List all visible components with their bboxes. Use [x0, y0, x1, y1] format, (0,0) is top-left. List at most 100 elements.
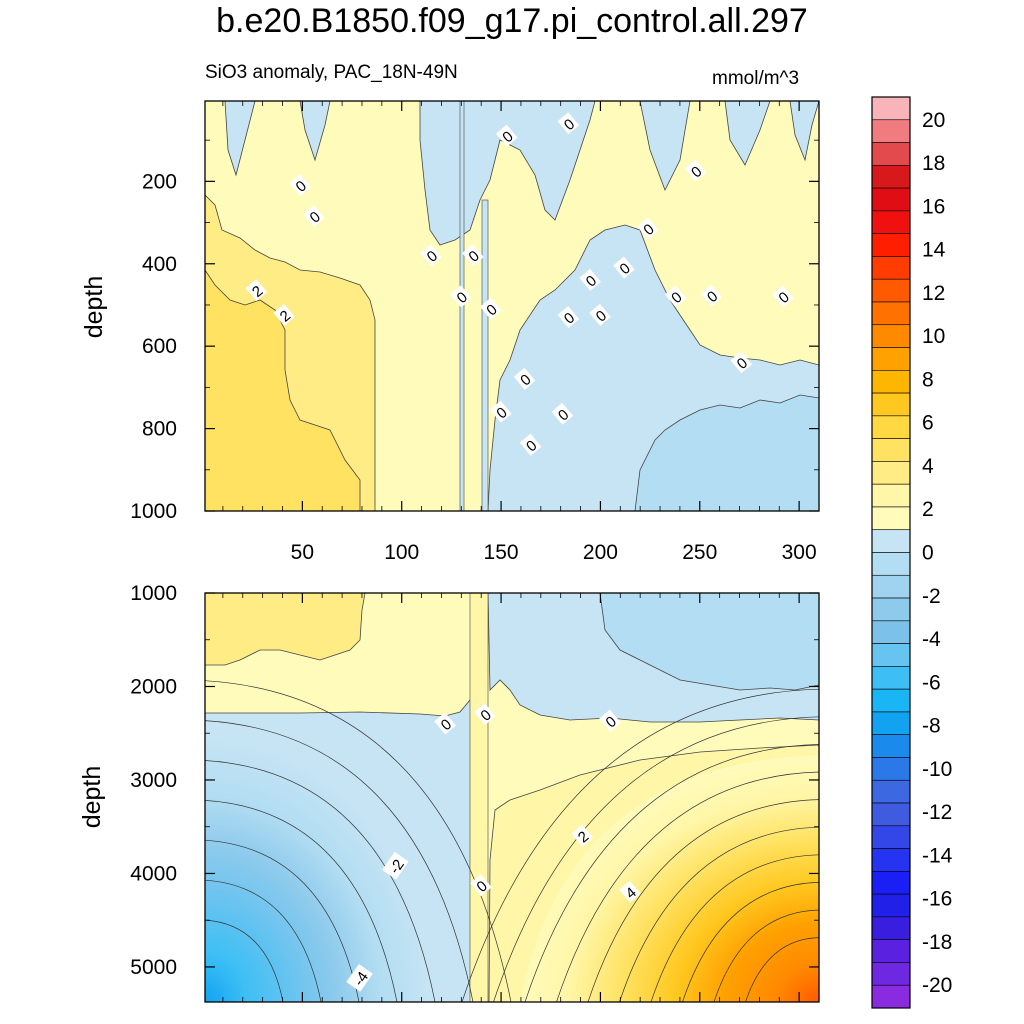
contour-label-bg: [495, 124, 518, 147]
y-tick-label: 3000: [130, 769, 177, 792]
contour-label-bg: [551, 402, 574, 425]
x-tick-label: 300: [782, 541, 817, 564]
contour-label-bg: [519, 433, 542, 456]
colorbar-box: [871, 643, 911, 667]
colorbar-box: [871, 256, 911, 280]
contour-label-bg: [420, 244, 443, 267]
x-tick-label: 50: [291, 541, 314, 564]
y-tick-label: 800: [142, 418, 177, 441]
contour-label-bg: [571, 824, 594, 847]
contour-line: [745, 937, 819, 1002]
colorbar-box: [871, 119, 911, 143]
contour-label: 0: [489, 400, 512, 423]
colorbar-box: [871, 597, 911, 622]
contour-label: 0: [730, 351, 753, 374]
contour-line: [205, 760, 436, 1002]
upper-neg-one-region: [634, 394, 819, 511]
colorbar-label: -18: [922, 931, 952, 954]
contour-label-bg: [730, 351, 753, 374]
colorbar-label: -10: [922, 758, 952, 781]
upper-plus-two-region: [205, 269, 361, 511]
colorbar-label: 18: [922, 152, 945, 175]
lower-panel-frame: [204, 592, 820, 1003]
contour-label: 0: [579, 268, 601, 291]
colorbar-box: [871, 278, 911, 303]
colorbar-box: [871, 187, 911, 212]
contour-line: [587, 799, 819, 1002]
y-tick-label: 200: [142, 170, 177, 193]
colorbar-label: 14: [922, 239, 946, 262]
colorbar-label: -6: [922, 671, 941, 694]
contour-label: 0: [513, 367, 536, 390]
contour-label-bg: [513, 367, 536, 390]
contour-label: 0: [450, 285, 472, 308]
contour-line: [205, 919, 284, 1002]
colorbar-box: [871, 574, 911, 599]
contour-label: 0: [557, 305, 580, 328]
colorbar-box: [871, 711, 911, 735]
contour-label: 0: [420, 244, 443, 267]
contour-label-bg: [636, 217, 659, 240]
lower-panel-plot: [205, 593, 819, 1002]
colorbar-label: -4: [922, 628, 941, 651]
contour-label: 0: [470, 874, 492, 897]
contour-label: 0: [684, 159, 707, 182]
contour-label: 0: [519, 433, 542, 456]
colorbar-label: 2: [922, 498, 934, 521]
colorbar-label: -12: [922, 801, 952, 824]
contour-label-bg: [470, 874, 492, 897]
colorbar-label: -8: [922, 715, 941, 738]
colorbar-box: [871, 210, 911, 234]
contour-label-bg: [245, 279, 268, 302]
chart-subtitle: SiO3 anomaly, PAC_18N-49N: [205, 62, 458, 83]
contour-line: [461, 688, 819, 1002]
contour-label-bg: [700, 284, 723, 307]
colorbar-box: [871, 848, 911, 872]
lower-positive-gradient: [520, 755, 819, 1002]
contour-label-bg: [289, 174, 311, 197]
lower-negative-gradient: [205, 738, 430, 1002]
contour-label-bg: [599, 709, 621, 732]
tick-labels: 50 100 150 200 250 30020040060080010001000200…: [130, 170, 816, 979]
contour-label: 0: [772, 285, 794, 308]
contour-label-bg: [346, 963, 373, 992]
contour-label: -4: [346, 963, 373, 992]
colorbar-label: -14: [922, 844, 953, 867]
colorbar-box: [871, 415, 911, 439]
colorbar-box: [871, 529, 911, 553]
colorbar-label: 8: [922, 368, 934, 391]
colorbar-box: [871, 369, 911, 394]
contour-label: 0: [664, 285, 687, 308]
contour-label-bg: [589, 303, 611, 326]
y-tick-label: 600: [142, 335, 177, 358]
contour-label-bg: [557, 112, 580, 135]
lower-positive-column: [469, 593, 489, 1002]
colorbar-box: [871, 734, 911, 758]
contour-label-bg: [489, 400, 512, 423]
contour-label-bg: [664, 285, 687, 308]
contour-label: 0: [557, 112, 580, 135]
contour-line: [650, 854, 819, 1002]
lower-positive-upper-left: [205, 593, 366, 666]
colorbar-label: 0: [922, 542, 934, 565]
contour-line: [205, 800, 398, 1002]
x-tick-label: 100: [384, 541, 419, 564]
chart-title: b.e20.B1850.f09_g17.pi_control.all.297: [216, 2, 808, 40]
y-tick-label: 2000: [130, 675, 177, 698]
contour-label-bg: [619, 880, 641, 903]
contour-label: 0: [700, 284, 723, 307]
contour-line: [493, 716, 819, 1002]
contour-label: 0: [495, 124, 518, 147]
colorbar-box: [871, 688, 911, 713]
colorbar-box: [871, 893, 911, 918]
colorbar-label: -2: [922, 585, 941, 608]
colorbar-box: [871, 757, 911, 781]
colorbar-label: -16: [922, 888, 952, 911]
contour-label: 0: [589, 303, 611, 326]
colorbar-box: [871, 916, 911, 940]
colorbar-box: [871, 939, 911, 963]
upper-panel-frame: [204, 100, 820, 512]
contour-label-bg: [684, 159, 707, 182]
contour-label: 2: [245, 279, 268, 302]
